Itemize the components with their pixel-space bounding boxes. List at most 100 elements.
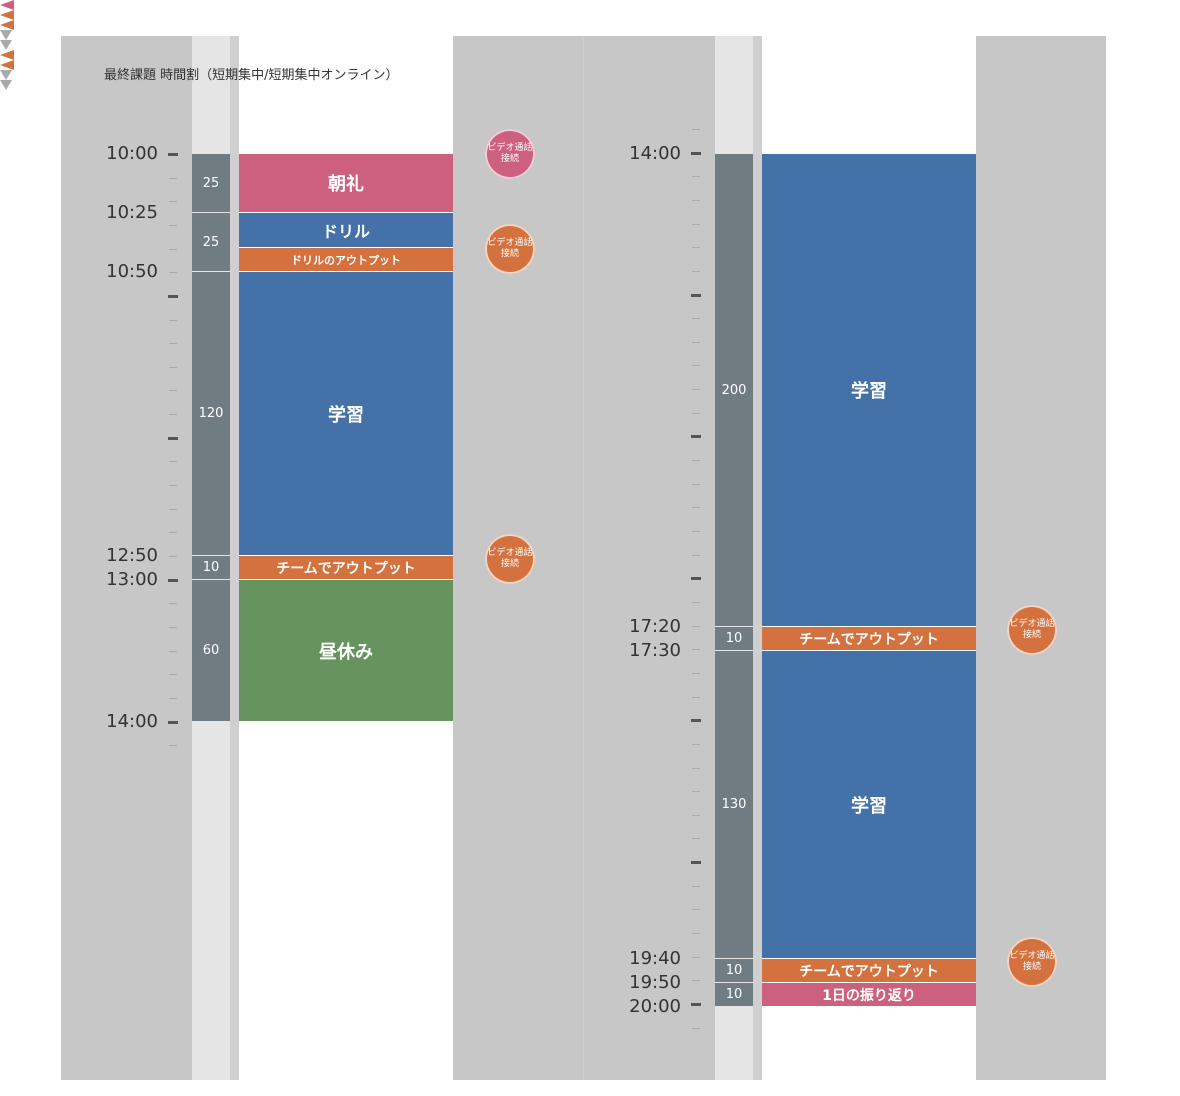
minor-tick [692, 413, 700, 414]
video-call-badge: ビデオ通話 接続 [485, 534, 535, 584]
double-down-triangle-icon [0, 40, 12, 50]
minor-tick [692, 484, 700, 485]
schedule-block: 学習 [762, 651, 976, 958]
major-tick [691, 1003, 701, 1006]
minor-tick [692, 507, 700, 508]
time-label: 20:00 [629, 996, 681, 1017]
minor-tick [169, 390, 177, 391]
double-down-triangle-icon [0, 30, 12, 40]
schedule-block: チームでアウトプット [239, 556, 453, 579]
badge-pointer [0, 60, 14, 70]
minor-tick [169, 343, 177, 344]
badge-pointer [0, 10, 14, 20]
time-label: 10:00 [106, 143, 158, 164]
minor-tick [692, 129, 700, 130]
minor-tick [169, 509, 177, 510]
time-label: 14:00 [106, 711, 158, 732]
schedule-block: 1日の振り返り [762, 983, 976, 1006]
minor-tick [692, 389, 700, 390]
minor-tick [169, 627, 177, 628]
minor-tick [692, 791, 700, 792]
schedule-block: チームでアウトプット [762, 627, 976, 650]
time-label: 17:20 [629, 616, 681, 637]
major-tick [168, 153, 178, 156]
badge-label: 接続 [1022, 962, 1041, 972]
minor-tick [692, 247, 700, 248]
duration-bar: 25 [192, 213, 230, 271]
schedule-block: ドリルのアウトプット [239, 248, 453, 271]
double-down-triangle-icon [0, 70, 12, 80]
minor-tick [169, 320, 177, 321]
right-panel-gray-b [976, 36, 1106, 1080]
minor-tick [692, 980, 700, 981]
badge-label: 接続 [500, 249, 519, 259]
badge-pointer [0, 50, 14, 60]
minor-tick [169, 532, 177, 533]
right-panel-gray-a [584, 36, 715, 1080]
duration-bar: 120 [192, 272, 230, 555]
minor-tick [169, 249, 177, 250]
major-tick [691, 577, 701, 580]
minor-tick [169, 674, 177, 675]
badge-pointer [0, 20, 14, 30]
duration-bar: 10 [192, 556, 230, 579]
time-label: 17:30 [629, 640, 681, 661]
minor-tick [692, 673, 700, 674]
minor-tick [692, 1028, 700, 1029]
time-label: 19:40 [629, 948, 681, 969]
major-tick [691, 294, 701, 297]
video-call-badge: ビデオ通話 接続 [1007, 605, 1057, 655]
video-call-badge: ビデオ通話 接続 [1007, 937, 1057, 987]
time-label: 10:50 [106, 261, 158, 282]
left-rail-mid [230, 36, 239, 1080]
duration-bar: 25 [192, 154, 230, 212]
minor-tick [692, 602, 700, 603]
minor-tick [692, 933, 700, 934]
badge-label: ビデオ通話 [1009, 951, 1055, 961]
major-tick [168, 721, 178, 724]
schedule-block: 朝礼 [239, 154, 453, 212]
minor-tick [692, 271, 700, 272]
schedule-block: ドリル [239, 213, 453, 247]
duration-bar: 60 [192, 580, 230, 721]
duration-bar: 130 [715, 651, 753, 958]
minor-tick [692, 957, 700, 958]
minor-tick [692, 176, 700, 177]
time-label: 19:50 [629, 972, 681, 993]
badge-label: 接続 [1022, 630, 1041, 640]
minor-tick [692, 649, 700, 650]
schedule-block: 学習 [239, 272, 453, 555]
minor-tick [692, 768, 700, 769]
video-call-badge: ビデオ通話 接続 [485, 129, 535, 179]
minor-tick [692, 744, 700, 745]
minor-tick [692, 200, 700, 201]
minor-tick [692, 318, 700, 319]
major-tick [691, 152, 701, 155]
time-label: 10:25 [106, 202, 158, 223]
badge-label: 接続 [500, 154, 519, 164]
duration-bar: 10 [715, 627, 753, 650]
badge-label: ビデオ通話 [1009, 619, 1055, 629]
minor-tick [692, 365, 700, 366]
minor-tick [692, 886, 700, 887]
minor-tick [692, 838, 700, 839]
minor-tick [692, 626, 700, 627]
minor-tick [169, 461, 177, 462]
minor-tick [692, 555, 700, 556]
major-tick [691, 435, 701, 438]
minor-tick [169, 485, 177, 486]
duration-bar: 200 [715, 154, 753, 626]
double-down-triangle-icon [0, 80, 12, 90]
badge-label: 接続 [500, 559, 519, 569]
minor-tick [169, 201, 177, 202]
major-tick [168, 437, 178, 440]
minor-tick [169, 745, 177, 746]
minor-tick [692, 815, 700, 816]
left-panel-gray-a [61, 36, 192, 1080]
minor-tick [169, 272, 177, 273]
duration-bar: 10 [715, 959, 753, 982]
right-rail-mid [753, 36, 762, 1080]
minor-tick [692, 531, 700, 532]
duration-bar: 10 [715, 983, 753, 1006]
minor-tick [169, 651, 177, 652]
